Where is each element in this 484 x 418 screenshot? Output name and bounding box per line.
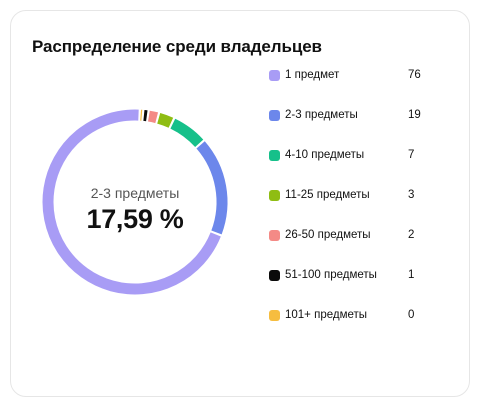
legend-value: 2 — [408, 229, 415, 241]
legend-label: 101+ предметы — [285, 309, 368, 321]
donut-slice[interactable] — [170, 118, 204, 148]
center-value: 17,59 % — [86, 204, 184, 234]
legend-swatch — [269, 230, 280, 241]
chart-card: Распределение среди владельцев 2-3 предм… — [10, 10, 470, 397]
legend-value: 7 — [408, 149, 415, 161]
center-label: 2-3 предметы — [90, 185, 180, 201]
legend-item: 101+ предметы 0 — [269, 306, 459, 326]
chart-title: Распределение среди владельцев — [32, 37, 322, 56]
legend-swatch — [269, 270, 280, 281]
legend-value: 76 — [408, 69, 421, 81]
donut-slice[interactable] — [157, 113, 174, 128]
legend-item: 11-25 предметы 3 — [269, 186, 459, 206]
legend-swatch — [269, 70, 280, 81]
legend-label: 26-50 предметы — [285, 229, 371, 241]
legend-item: 51-100 предметы 1 — [269, 266, 459, 286]
legend-swatch — [269, 310, 280, 321]
legend-value: 1 — [408, 269, 415, 281]
legend-swatch — [269, 150, 280, 161]
legend-label: 2-3 предметы — [285, 109, 358, 121]
legend-value: 19 — [408, 109, 421, 121]
donut-slice[interactable] — [42, 109, 221, 295]
legend-item: 2-3 предметы 19 — [269, 106, 459, 126]
legend-item: 1 предмет 76 — [269, 66, 459, 86]
legend-value: 3 — [408, 189, 415, 201]
legend-value: 0 — [408, 309, 415, 321]
donut-slice[interactable] — [147, 110, 159, 124]
legend-swatch — [269, 110, 280, 121]
legend-label: 51-100 предметы — [285, 269, 377, 281]
legend-item: 4-10 предметы 7 — [269, 146, 459, 166]
donut-slice[interactable] — [196, 141, 228, 235]
donut-chart: 2-3 предметы 17,59 % — [38, 105, 232, 299]
legend-label: 11-25 предметы — [285, 189, 370, 201]
legend-label: 1 предмет — [285, 69, 340, 81]
legend-swatch — [269, 190, 280, 201]
donut-svg — [42, 109, 228, 295]
legend-item: 26-50 предметы 2 — [269, 226, 459, 246]
legend-label: 4-10 предметы — [285, 149, 365, 161]
